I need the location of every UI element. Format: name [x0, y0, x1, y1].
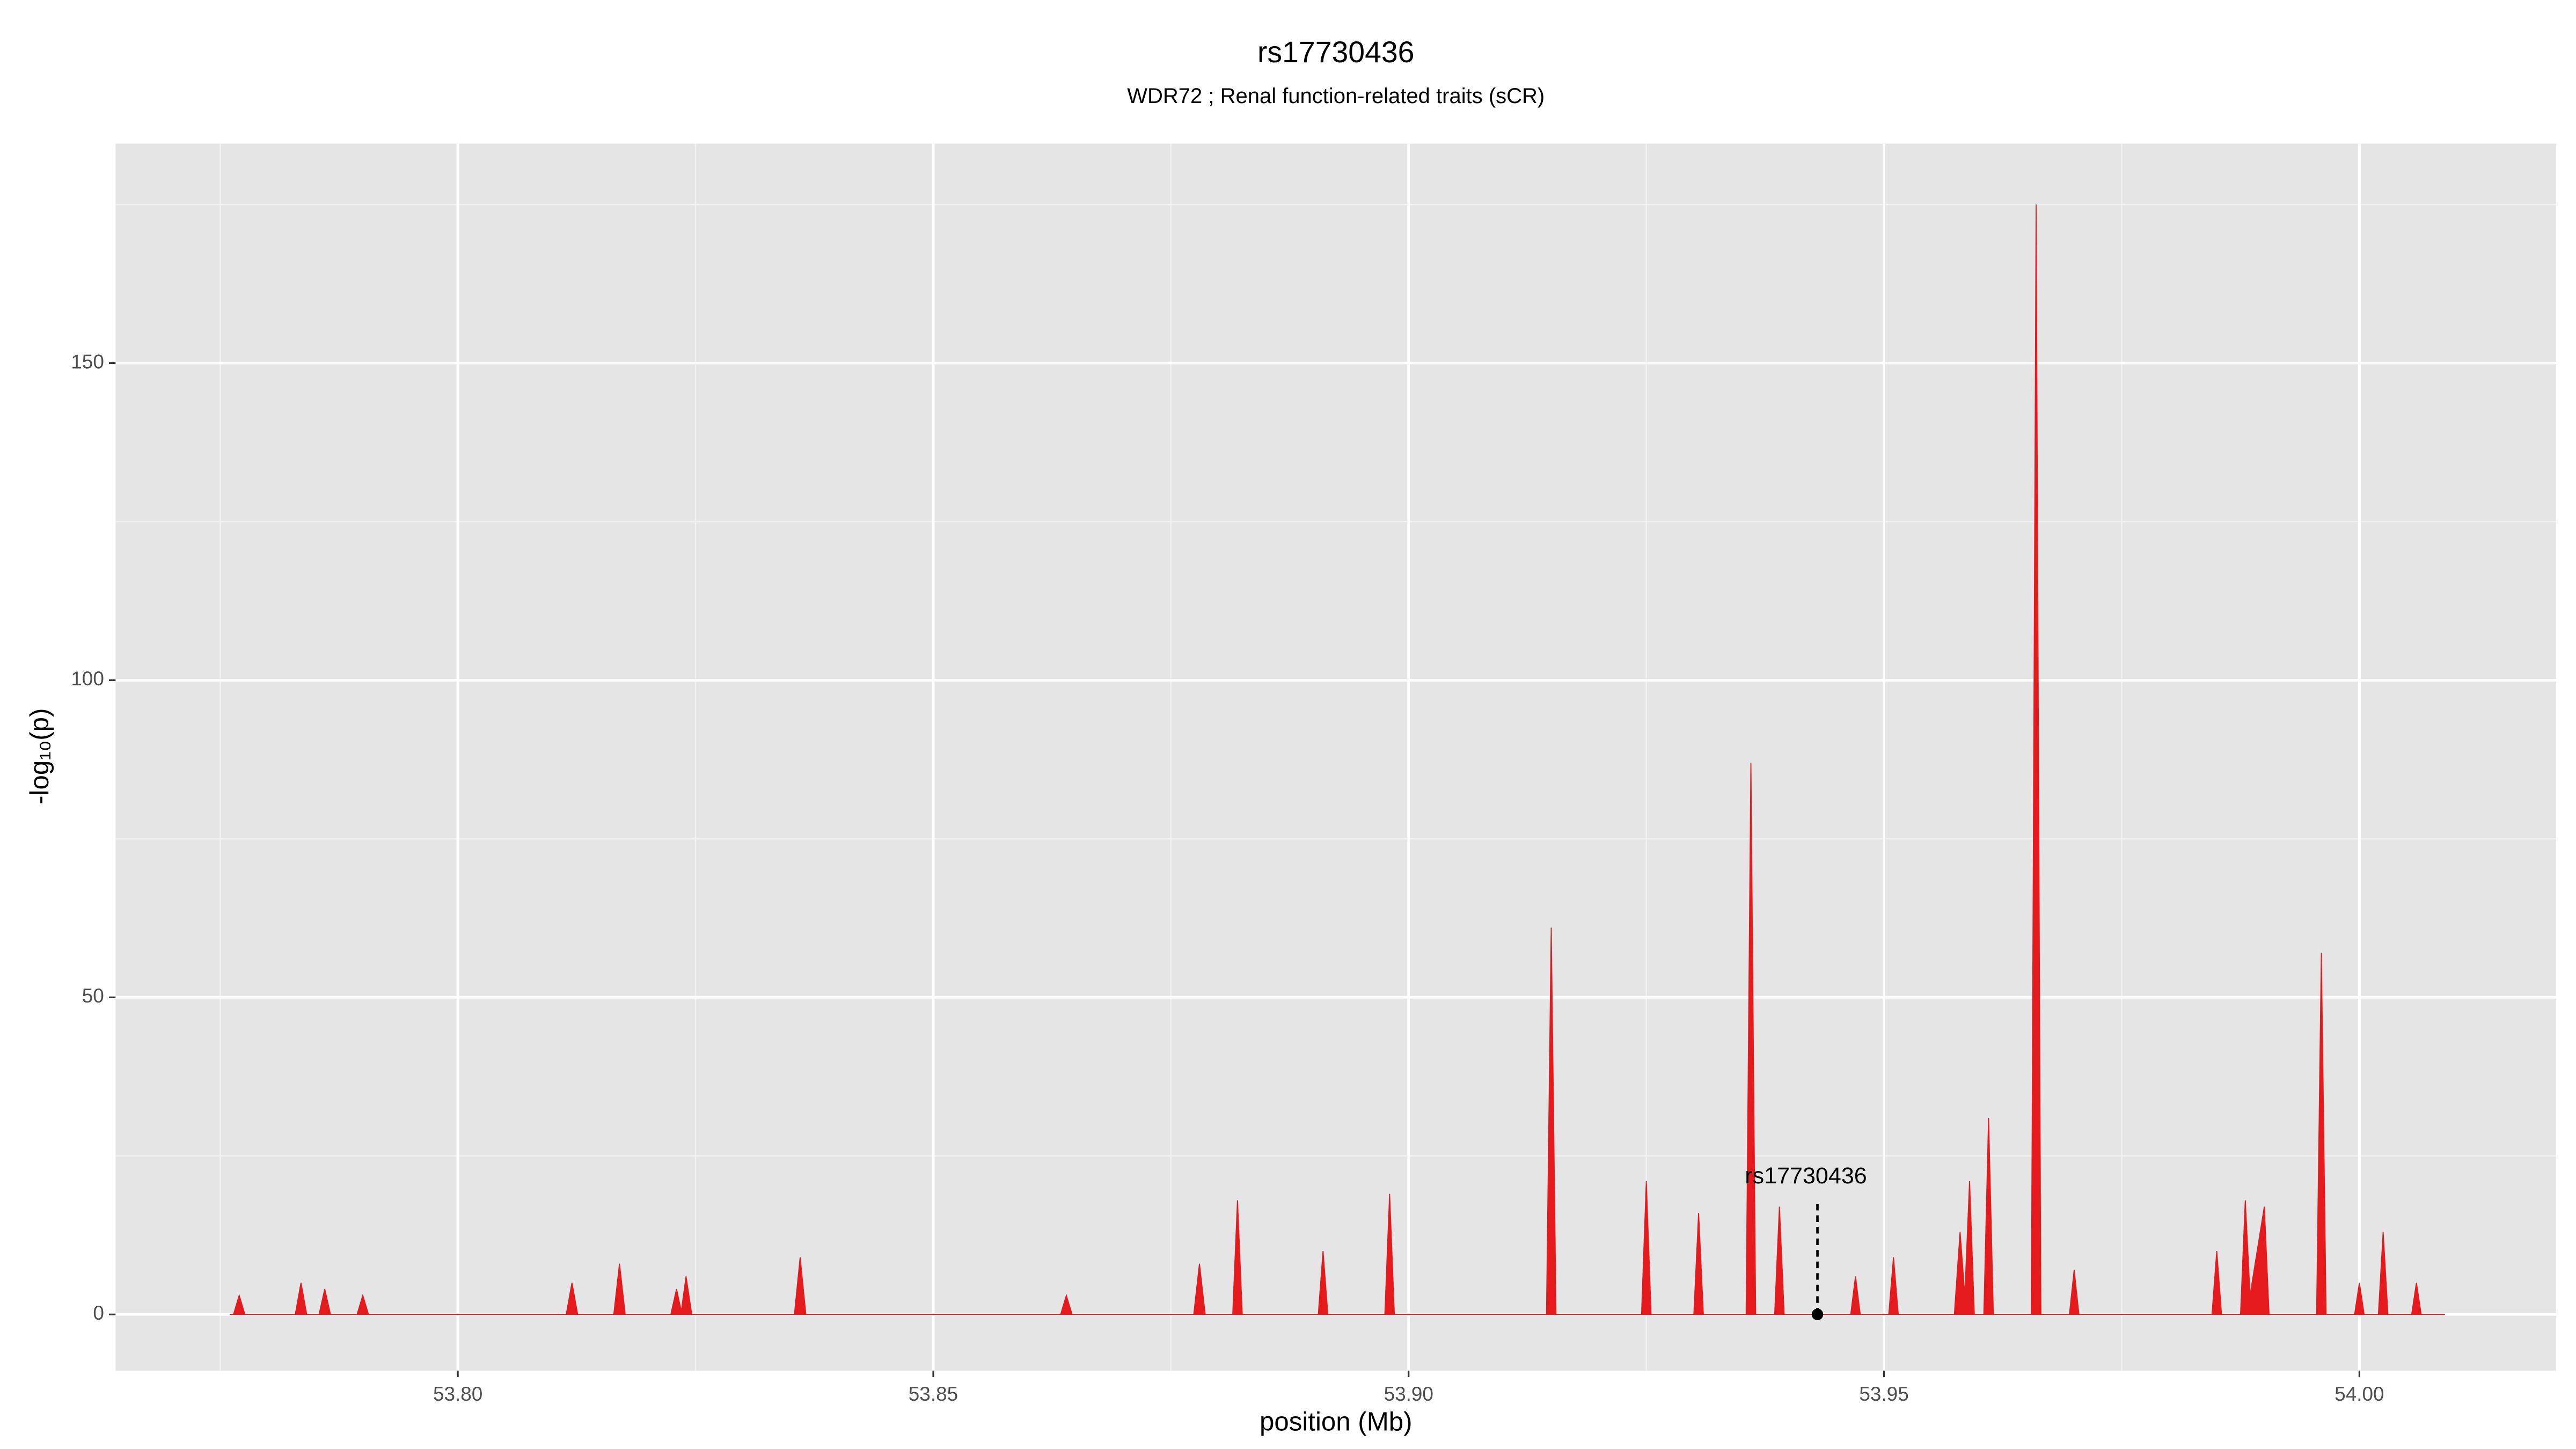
x-tick-label: 53.80	[433, 1383, 482, 1405]
y-tick-label: 0	[93, 1302, 104, 1324]
panel	[115, 143, 2557, 1371]
y-tick-label: 50	[82, 985, 104, 1007]
area	[229, 204, 2445, 1315]
x-tick-label: 53.95	[1859, 1383, 1908, 1405]
annotation-label: rs17730436	[1745, 1163, 1867, 1189]
chart-title: rs17730436	[1257, 35, 1415, 69]
x-axis-label: position (Mb)	[1260, 1407, 1412, 1436]
y-tick-label: 100	[71, 668, 104, 690]
x-tick-label: 53.85	[909, 1383, 958, 1405]
annotation-point	[1811, 1308, 1824, 1321]
y-tick-label: 150	[71, 350, 104, 372]
y-axis-label: -log₁₀(p)	[25, 708, 54, 804]
x-tick-label: 54.00	[2334, 1383, 2384, 1405]
chart-subtitle: WDR72 ; Renal function-related traits (s…	[1127, 84, 1545, 108]
x-tick-label: 53.90	[1384, 1383, 1433, 1405]
